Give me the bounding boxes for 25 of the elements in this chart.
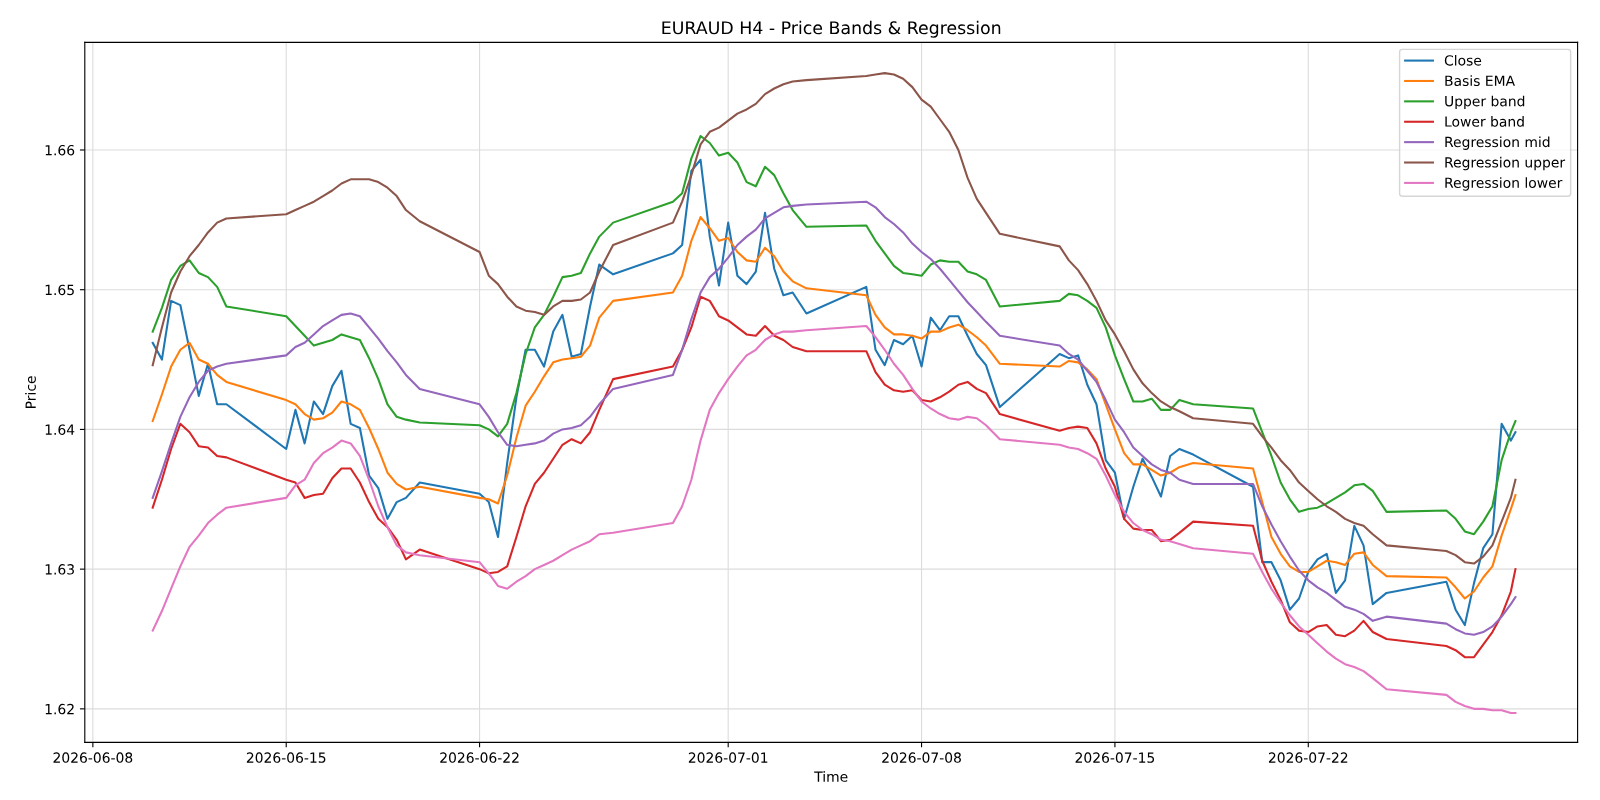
y-tick-label: 1.65: [45, 284, 74, 296]
legend-label: Regression upper: [1445, 156, 1566, 171]
legend-label: Regression mid: [1445, 136, 1550, 150]
x-tick-label: 2026-07-01: [688, 752, 768, 763]
legend-label: Upper band: [1445, 95, 1525, 110]
x-tick-label: 2026-06-22: [440, 752, 519, 763]
x-axis-title: Time: [814, 771, 848, 782]
legend-label: Close: [1444, 54, 1482, 66]
y-tick-label: 1.63: [45, 564, 74, 575]
x-tick-label: 2026-06-15: [246, 752, 326, 763]
legend-label: Regression lower: [1445, 177, 1563, 191]
y-tick-label: 1.64: [45, 424, 75, 435]
y-axis-title: Price: [25, 376, 36, 408]
x-tick-label: 2026-07-22: [1268, 752, 1348, 763]
line-series: [151, 295, 1517, 659]
x-tick-label: 2026-07-08: [882, 752, 961, 763]
chart-title: EURAUD H4 - Price Bands & Regression: [662, 20, 1001, 38]
y-tick-label: 1.62: [45, 703, 74, 715]
legend-label: Lower band: [1445, 116, 1524, 127]
line-series: [151, 324, 1517, 715]
y-tick-label: 1.66: [45, 144, 75, 156]
x-tick-label: 2026-06-08: [53, 752, 133, 763]
x-tick-label: 2026-07-15: [1075, 752, 1155, 763]
line-series: [151, 134, 1517, 536]
legend-label: Basis EMA: [1445, 75, 1515, 87]
